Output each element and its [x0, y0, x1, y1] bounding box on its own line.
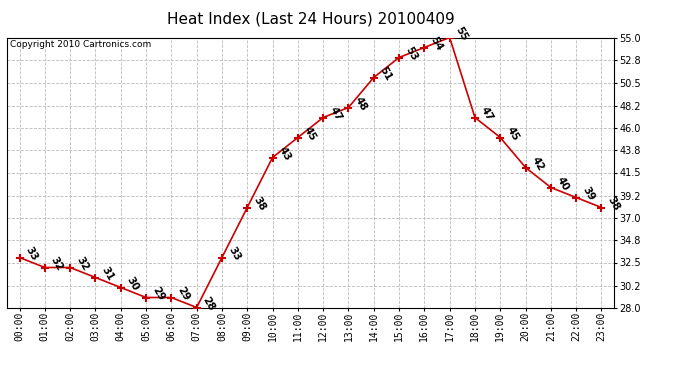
Text: 54: 54: [428, 34, 444, 52]
Text: 29: 29: [150, 285, 166, 302]
Text: 53: 53: [403, 45, 419, 62]
Text: 29: 29: [175, 285, 191, 302]
Text: 33: 33: [23, 245, 39, 262]
Text: 45: 45: [302, 124, 318, 142]
Text: 47: 47: [479, 105, 495, 122]
Text: Heat Index (Last 24 Hours) 20100409: Heat Index (Last 24 Hours) 20100409: [166, 11, 455, 26]
Text: 31: 31: [99, 265, 115, 282]
Text: 43: 43: [277, 145, 293, 162]
Text: 38: 38: [251, 195, 267, 212]
Text: 33: 33: [226, 245, 242, 262]
Text: 48: 48: [353, 94, 368, 112]
Text: 47: 47: [327, 105, 344, 122]
Text: 55: 55: [454, 25, 470, 42]
Text: Copyright 2010 Cartronics.com: Copyright 2010 Cartronics.com: [10, 40, 151, 49]
Text: 28: 28: [201, 295, 217, 312]
Text: 38: 38: [606, 195, 622, 212]
Text: 51: 51: [378, 65, 394, 82]
Text: 40: 40: [555, 175, 571, 192]
Text: 42: 42: [530, 154, 546, 172]
Text: 45: 45: [504, 124, 520, 142]
Text: 32: 32: [49, 255, 65, 272]
Text: 30: 30: [125, 275, 141, 292]
Text: 32: 32: [75, 255, 90, 272]
Text: 39: 39: [580, 185, 596, 202]
